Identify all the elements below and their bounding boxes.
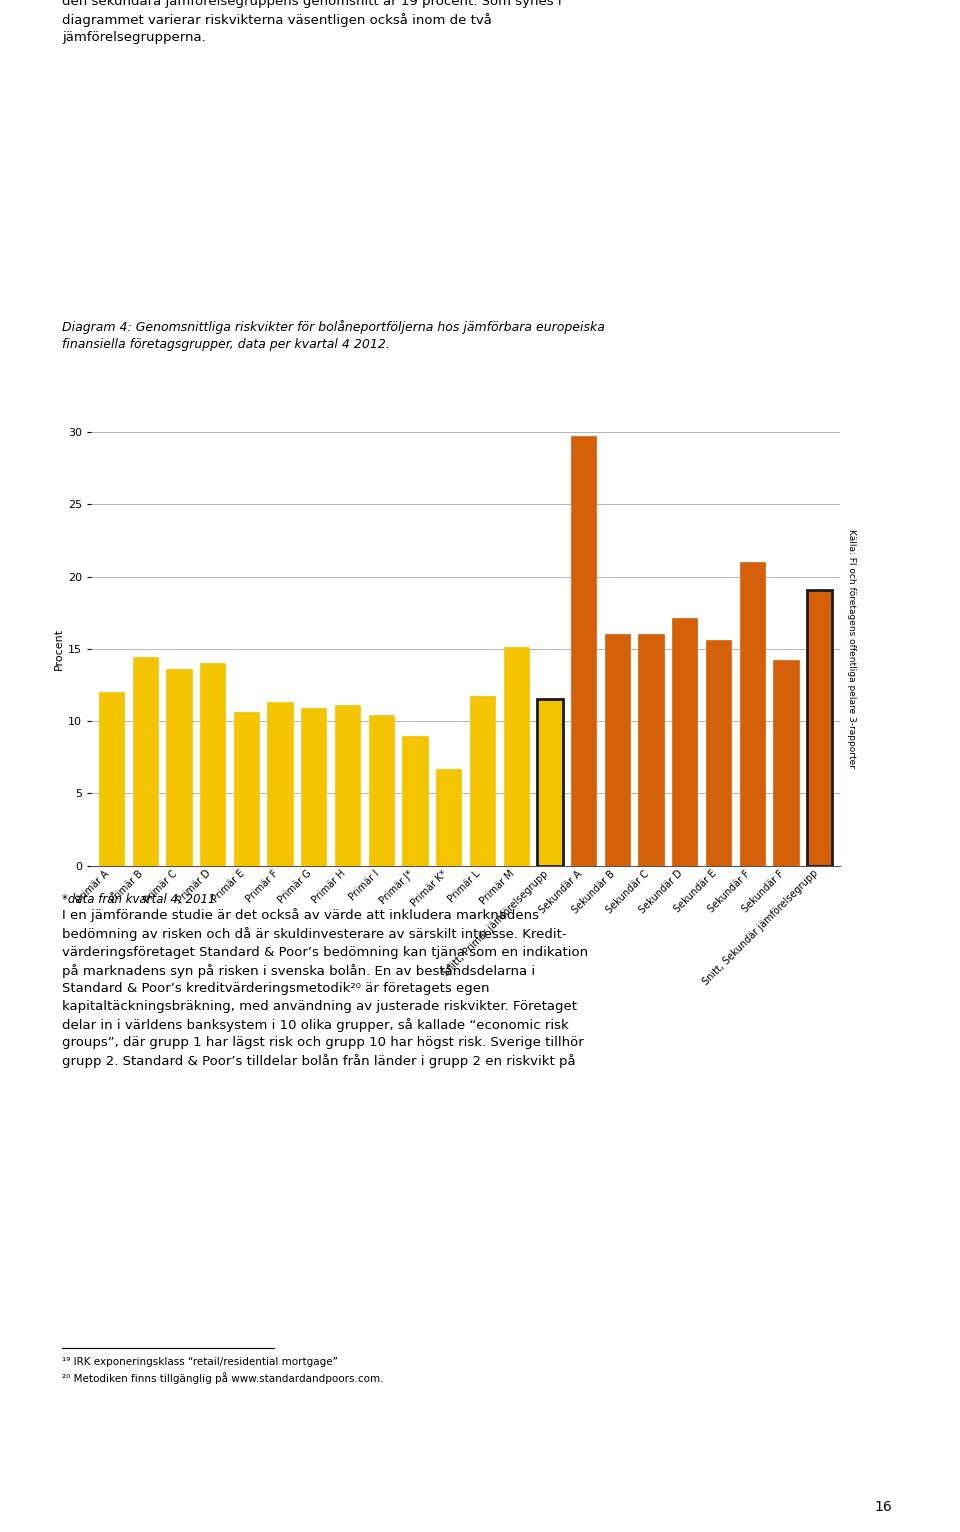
- Bar: [335, 705, 360, 866]
- Bar: [233, 712, 259, 866]
- Bar: [268, 702, 293, 866]
- Y-axis label: Procent: Procent: [54, 628, 64, 669]
- Bar: [807, 590, 832, 866]
- Bar: [638, 634, 663, 866]
- Bar: [469, 697, 495, 866]
- Text: företagsgrupperna, som använder IRK-metoden för sina bolåneportföljer¹⁹. FI
har : företagsgrupperna, som använder IRK-meto…: [62, 0, 587, 44]
- Bar: [504, 648, 529, 866]
- Text: *data från kvartal 4, 2011: *data från kvartal 4, 2011: [62, 893, 216, 905]
- Bar: [571, 437, 596, 866]
- Text: Källa: FI och företagens offentliga pelare 3-rapporter: Källa: FI och företagens offentliga pela…: [847, 529, 855, 769]
- Bar: [132, 657, 157, 866]
- Text: 16: 16: [875, 1500, 892, 1514]
- Bar: [166, 669, 192, 866]
- Bar: [774, 660, 799, 866]
- Bar: [369, 715, 394, 866]
- Bar: [301, 708, 326, 866]
- Bar: [605, 634, 630, 866]
- Text: I en jämförande studie är det också av värde att inkludera marknadens
bedömning : I en jämförande studie är det också av v…: [62, 908, 588, 1068]
- Bar: [706, 640, 732, 866]
- Bar: [200, 663, 226, 866]
- Bar: [538, 700, 563, 866]
- Bar: [402, 735, 427, 866]
- Bar: [672, 619, 698, 866]
- Bar: [739, 562, 765, 866]
- Text: ¹⁹ IRK exponeringsklass “retail/residential mortgage”
²⁰ Metodiken finns tillgän: ¹⁹ IRK exponeringsklass “retail/resident…: [62, 1357, 384, 1383]
- Text: Diagram 4: Genomsnittliga riskvikter för bolåneportföljerna hos jämförbara europ: Diagram 4: Genomsnittliga riskvikter för…: [62, 320, 605, 351]
- Bar: [99, 692, 124, 866]
- Bar: [436, 769, 462, 866]
